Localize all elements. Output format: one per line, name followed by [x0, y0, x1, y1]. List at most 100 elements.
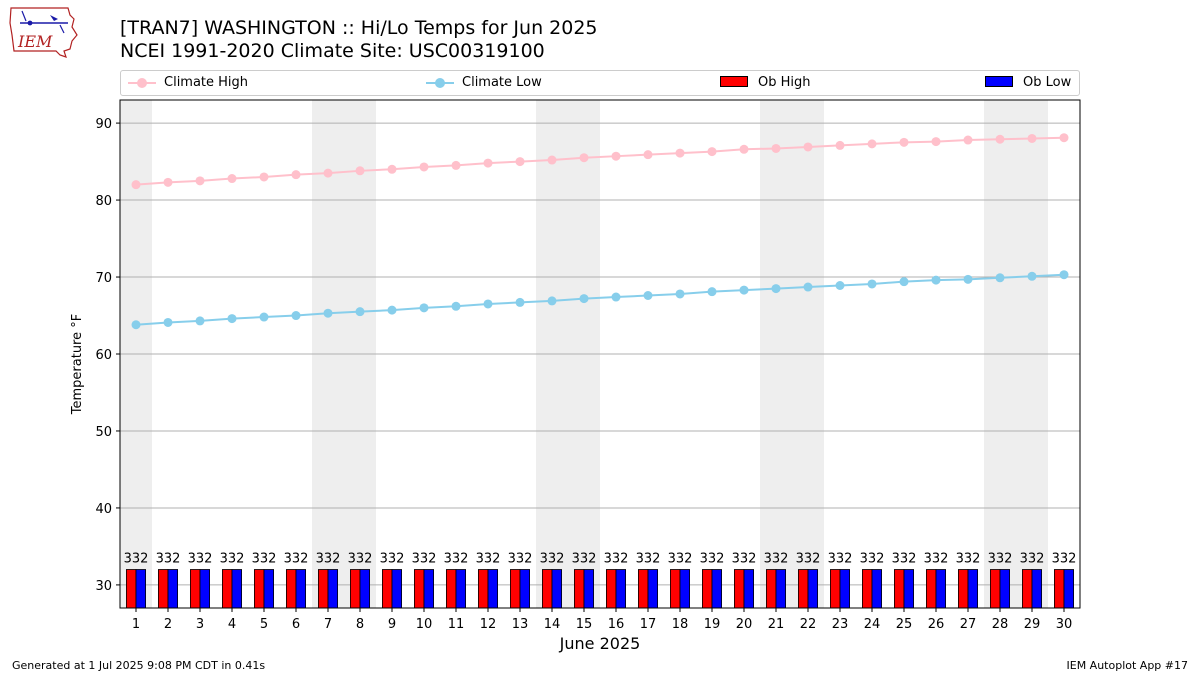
climate-high-point	[323, 168, 333, 178]
climate-high-point	[675, 148, 685, 158]
climate-high-point	[707, 147, 717, 157]
ob-low-bar	[967, 569, 979, 609]
climate-low-point	[643, 291, 653, 301]
ob-low-bar	[167, 569, 179, 609]
chart-title: [TRAN7] WASHINGTON :: Hi/Lo Temps for Ju…	[120, 17, 598, 39]
bar-value-label: 332	[412, 552, 437, 567]
x-tick-label: 5	[260, 617, 268, 632]
x-tick-label: 4	[228, 617, 236, 632]
climate-high-point	[899, 137, 909, 147]
climate-high-point	[355, 166, 365, 176]
x-tick-label: 19	[704, 617, 721, 632]
climate-high-point	[579, 153, 589, 163]
ob-high-bar	[1022, 569, 1033, 609]
bar-value-label: 332	[572, 552, 597, 567]
climate-low-point	[803, 282, 813, 292]
x-tick-label: 18	[672, 617, 689, 632]
ob-high-bar	[894, 569, 905, 609]
y-tick-label: 60	[95, 348, 112, 363]
bar-value-label: 332	[700, 552, 725, 567]
climate-high-point	[611, 151, 621, 161]
climate-high-point	[483, 158, 493, 168]
climate-low-point	[995, 273, 1005, 283]
y-tick-label: 50	[95, 425, 112, 440]
climate-low-point	[739, 285, 749, 295]
ob-high-bar	[830, 569, 841, 609]
x-tick-label: 29	[1024, 617, 1041, 632]
climate-low-point	[707, 287, 717, 297]
climate-low-point	[323, 308, 333, 318]
y-gridlines	[120, 122, 1080, 586]
bar-value-label: 332	[796, 552, 821, 567]
climate-low-point	[131, 320, 141, 330]
ob-low-bar	[583, 569, 595, 609]
ob-high-bar	[766, 569, 777, 609]
climate-high-point	[963, 135, 973, 145]
y-tick-label: 70	[95, 271, 112, 286]
legend-label: Ob Low	[1023, 75, 1072, 90]
ob-high-bar	[189, 569, 201, 609]
ob-low-bar	[807, 569, 819, 609]
ob-low-bar	[903, 569, 915, 609]
x-tick-label: 15	[576, 617, 593, 632]
bar-value-label: 332	[828, 552, 853, 567]
x-tick-label: 20	[736, 617, 753, 632]
x-tick-label: 24	[864, 617, 881, 632]
ob-low-bar	[359, 569, 371, 609]
ob-high-bar	[477, 569, 489, 609]
ob-low-bar	[935, 569, 947, 609]
climate-low-point	[931, 275, 941, 285]
climate-low-point	[163, 317, 173, 327]
bar-value-label: 332	[252, 552, 277, 567]
ob-low-bar	[775, 569, 787, 609]
climate-high-point	[1027, 133, 1037, 143]
bar-value-label: 332	[956, 552, 981, 567]
climate-low-point	[675, 289, 685, 299]
x-tick-label: 21	[768, 617, 785, 632]
x-tick-label: 30	[1056, 617, 1073, 632]
y-tick-label: 30	[95, 579, 112, 594]
ob-low-bar	[391, 569, 403, 609]
ob-low-bar	[519, 569, 531, 609]
ob-low-bar	[551, 569, 563, 609]
climate-high-point	[419, 162, 429, 172]
bar-value-label: 332	[540, 552, 565, 567]
x-tick-label: 14	[544, 617, 561, 632]
x-tick-label: 6	[292, 617, 300, 632]
climate-low-point	[771, 284, 781, 294]
logo-text: IEM	[17, 32, 53, 51]
legend-swatch-climate-low	[426, 74, 454, 92]
climate-low-point	[259, 312, 269, 322]
ob-high-bar	[862, 569, 873, 609]
climate-low-point	[611, 292, 621, 302]
climate-high-point	[259, 172, 269, 182]
iem-logo: IEM	[8, 5, 80, 59]
y-axis-label: Temperature °F	[70, 314, 85, 415]
chart-legend: Climate High Climate Low Ob High Ob Low	[120, 70, 1080, 96]
climate-low-point	[1027, 271, 1037, 281]
bar-value-label: 332	[860, 552, 885, 567]
climate-high-point	[515, 157, 525, 167]
y-tick-label: 80	[95, 194, 112, 209]
climate-high-point	[387, 164, 397, 174]
y-tick-label: 90	[95, 117, 112, 132]
legend-item-ob-high: Ob High	[720, 74, 811, 92]
ob-low-bar	[455, 569, 467, 609]
climate-high-point	[771, 143, 781, 153]
x-tick-label: 25	[896, 617, 913, 632]
ob-low-bar	[999, 569, 1011, 609]
legend-label: Climate Low	[462, 75, 542, 90]
bar-value-label: 332	[636, 552, 661, 567]
x-tick-label: 9	[388, 617, 396, 632]
bar-value-label: 332	[604, 552, 629, 567]
climate-high-point	[195, 176, 205, 186]
climate-high-point	[931, 137, 941, 147]
ob-low-bar	[1063, 569, 1075, 609]
climate-high-point	[803, 142, 813, 152]
ob-low-bar	[231, 569, 243, 609]
legend-label: Climate High	[164, 75, 249, 90]
climate-high-point	[547, 155, 557, 165]
ob-low-bar	[647, 569, 659, 609]
climate-low-point	[835, 280, 845, 290]
